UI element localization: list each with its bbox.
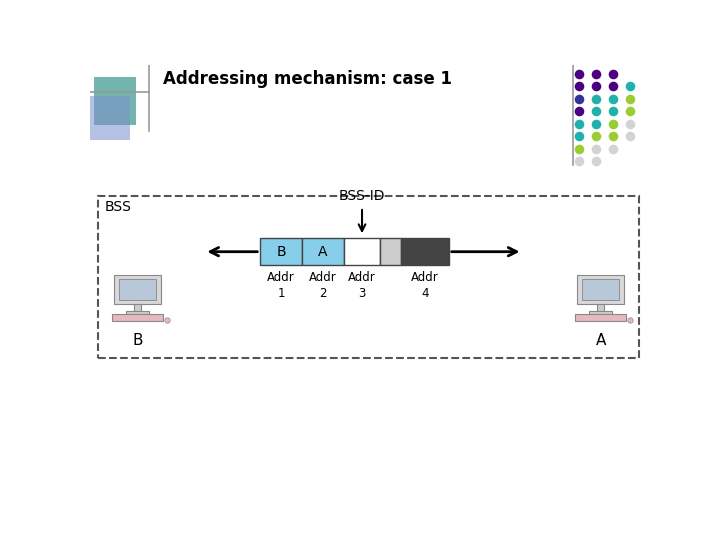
Point (607, 145, 618, 153)
Text: 4: 4 (421, 287, 429, 300)
Text: A: A (595, 333, 606, 348)
Point (590, 107, 602, 116)
FancyBboxPatch shape (126, 311, 148, 315)
Point (590, 82, 602, 91)
Text: Addr: Addr (348, 272, 376, 285)
FancyBboxPatch shape (120, 279, 156, 300)
Point (607, 94, 618, 103)
FancyBboxPatch shape (582, 279, 618, 300)
Text: 2: 2 (319, 287, 327, 300)
FancyBboxPatch shape (401, 238, 449, 265)
Text: Addr: Addr (267, 272, 295, 285)
Point (624, 82, 635, 91)
Point (590, 94, 602, 103)
Text: BSS-ID: BSS-ID (339, 189, 385, 203)
Point (590, 70, 602, 78)
Point (161, 315, 173, 324)
FancyBboxPatch shape (575, 314, 626, 321)
Point (574, 94, 585, 103)
FancyBboxPatch shape (114, 275, 161, 304)
Point (624, 94, 635, 103)
Point (607, 82, 618, 91)
Text: A: A (318, 245, 328, 259)
Point (607, 70, 618, 78)
Point (624, 315, 636, 324)
Point (574, 107, 585, 116)
Point (590, 157, 602, 166)
Text: Addr: Addr (309, 272, 337, 285)
FancyBboxPatch shape (380, 238, 401, 265)
FancyBboxPatch shape (99, 196, 639, 358)
FancyBboxPatch shape (302, 238, 344, 265)
Point (607, 119, 618, 128)
Text: BSS: BSS (105, 200, 132, 214)
Point (574, 82, 585, 91)
Text: Addressing mechanism: case 1: Addressing mechanism: case 1 (163, 70, 451, 89)
Text: B: B (132, 333, 143, 348)
FancyBboxPatch shape (94, 77, 136, 125)
Point (590, 132, 602, 140)
FancyBboxPatch shape (590, 311, 612, 315)
Text: B: B (276, 245, 286, 259)
Point (607, 107, 618, 116)
Point (624, 119, 635, 128)
Point (574, 145, 585, 153)
Point (574, 132, 585, 140)
Point (607, 132, 618, 140)
FancyBboxPatch shape (344, 238, 380, 265)
Point (574, 157, 585, 166)
Text: Addr: Addr (411, 272, 439, 285)
FancyBboxPatch shape (90, 96, 130, 140)
FancyBboxPatch shape (112, 314, 163, 321)
Point (624, 107, 635, 116)
Text: 1: 1 (277, 287, 285, 300)
Text: 3: 3 (359, 287, 366, 300)
FancyBboxPatch shape (577, 275, 624, 304)
FancyBboxPatch shape (260, 238, 302, 265)
Point (590, 119, 602, 128)
FancyBboxPatch shape (134, 304, 141, 312)
Point (590, 145, 602, 153)
Point (574, 70, 585, 78)
Point (624, 132, 635, 140)
FancyBboxPatch shape (597, 304, 604, 312)
Point (574, 119, 585, 128)
